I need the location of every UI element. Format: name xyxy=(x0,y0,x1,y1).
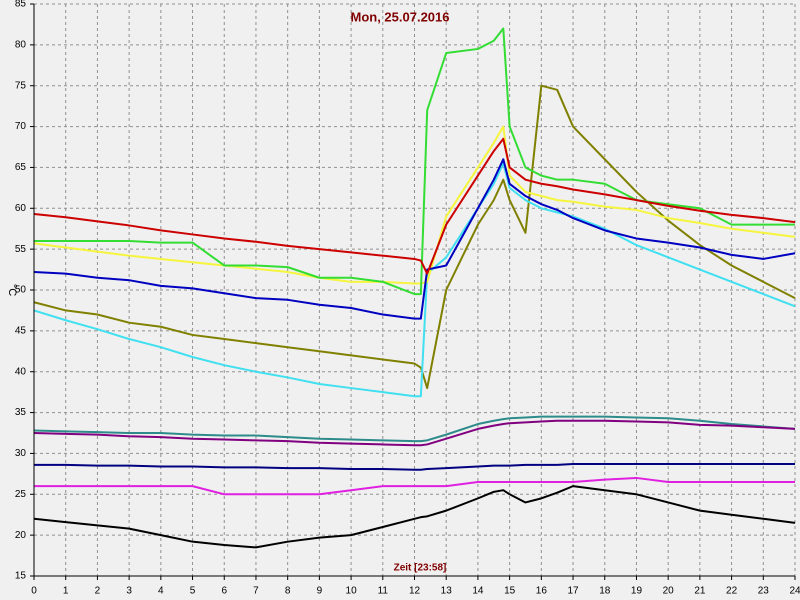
lines xyxy=(33,27,796,549)
data-line xyxy=(33,84,796,390)
x-tick-label: 0 xyxy=(31,586,37,597)
x-tick-label: 10 xyxy=(346,586,358,597)
data-line xyxy=(34,476,795,496)
chart-title: Mon, 25.07.2016 xyxy=(351,9,450,24)
x-tick-label: 2 xyxy=(95,586,101,597)
x-tick-label: 20 xyxy=(663,586,675,597)
x-axis-label: Zeit [23:58] xyxy=(394,563,447,574)
y-tick-label: 80 xyxy=(15,39,27,50)
y-tick-label: 25 xyxy=(15,489,27,500)
y-tick-label: 70 xyxy=(15,121,27,132)
y-tick-label: 55 xyxy=(15,244,27,255)
y-tick-label: 75 xyxy=(15,80,27,91)
x-tick-label: 12 xyxy=(409,586,421,597)
x-tick-label: 23 xyxy=(758,586,770,597)
x-tick-label: 15 xyxy=(504,586,516,597)
x-tick-label: 16 xyxy=(536,586,548,597)
x-tick-label: 18 xyxy=(599,586,611,597)
y-tick-label: 20 xyxy=(15,530,27,541)
x-tick-label: 17 xyxy=(567,586,579,597)
y-tick-label: 45 xyxy=(15,325,27,336)
x-tick-label: 4 xyxy=(158,586,164,597)
y-tick-label: 40 xyxy=(15,366,27,377)
x-tick-label: 5 xyxy=(190,586,196,597)
x-tick-label: 21 xyxy=(694,586,706,597)
data-line xyxy=(33,419,796,447)
data-line xyxy=(33,415,796,443)
x-tick-label: 3 xyxy=(126,586,132,597)
data-line xyxy=(33,162,796,398)
x-tick-label: 8 xyxy=(285,586,291,597)
x-tick-label: 11 xyxy=(378,586,389,597)
x-tick-label: 9 xyxy=(317,586,323,597)
y-tick-label: 85 xyxy=(15,0,27,10)
x-tick-label: 22 xyxy=(726,586,738,597)
y-tick-label: 65 xyxy=(15,162,27,173)
x-tick-label: 14 xyxy=(472,586,484,597)
data-line xyxy=(33,485,796,549)
data-line xyxy=(33,137,796,275)
y-tick-label: 50 xyxy=(15,285,27,296)
x-tick-label: 13 xyxy=(441,586,453,597)
data-line xyxy=(33,125,796,285)
x-tick-label: 24 xyxy=(789,586,800,597)
x-tick-label: 19 xyxy=(631,586,643,597)
x-tick-label: 7 xyxy=(253,586,259,597)
y-tick-label: 60 xyxy=(15,203,27,214)
x-tick-label: 6 xyxy=(221,586,227,597)
data-line xyxy=(33,158,796,320)
y-tick-label: 15 xyxy=(15,571,27,582)
y-tick-label: 35 xyxy=(15,407,27,418)
y-axis-label: °C xyxy=(6,284,18,296)
y-tick-label: 30 xyxy=(15,448,27,459)
data-line xyxy=(34,463,795,471)
x-tick-label: 1 xyxy=(63,586,69,597)
